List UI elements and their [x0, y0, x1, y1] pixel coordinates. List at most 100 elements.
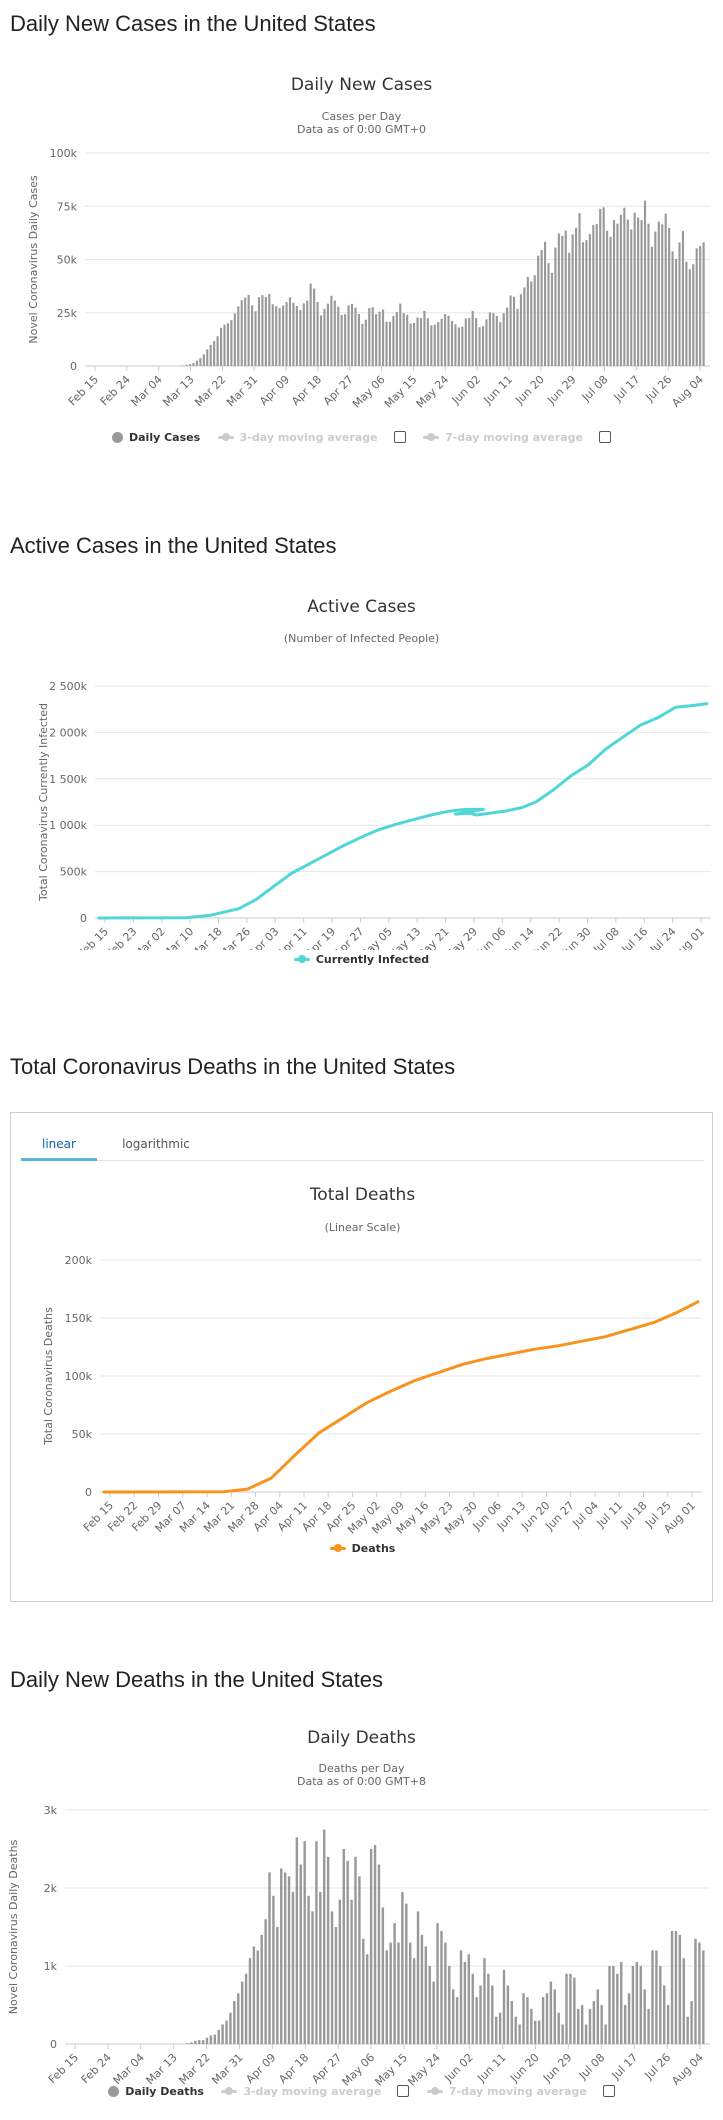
bar — [357, 314, 360, 366]
x-tick-label: Jul 24 — [647, 925, 679, 950]
y-axis-label: Novel Coronavirus Daily Deaths — [7, 1839, 20, 2014]
bar — [252, 1946, 256, 2044]
x-tick-label: Feb 15 — [76, 925, 111, 950]
bar — [459, 1950, 463, 2044]
bar — [213, 341, 216, 366]
bar — [596, 1989, 599, 2044]
bar — [510, 2001, 514, 2044]
bar — [584, 2024, 588, 2044]
bar — [483, 1958, 486, 2044]
checkbox-7day[interactable] — [602, 2085, 615, 2097]
x-tick-label: Jun 14 — [502, 925, 536, 950]
bar — [491, 1985, 494, 2044]
chart-title: Daily New Cases — [290, 75, 433, 95]
bar — [467, 1954, 471, 2044]
bar — [350, 303, 354, 366]
bar — [479, 1985, 482, 2044]
legend-daily-deaths[interactable]: Daily Deaths — [108, 2085, 204, 2098]
bar — [416, 1911, 420, 2044]
legend-line-icon — [426, 2086, 443, 2095]
legend-7day-ma[interactable]: 7-day moving average — [423, 431, 611, 444]
checkbox-7day[interactable] — [599, 431, 611, 443]
bar — [471, 1973, 474, 2044]
bar — [276, 1927, 279, 2044]
bar — [288, 297, 292, 366]
bar — [637, 217, 640, 366]
bar — [580, 2005, 584, 2044]
legend-daily-cases[interactable]: Daily Cases — [112, 431, 200, 444]
section-title: Daily New Cases in the United States — [10, 11, 376, 36]
checkbox-3day[interactable] — [397, 2085, 410, 2097]
bar — [323, 308, 326, 366]
legend-currently-infected[interactable]: Currently Infected — [293, 953, 429, 966]
total-deaths-chart: 0 50k 100k 150k 200k Total Coronavirus Deaths… — [42, 1254, 702, 1537]
bar — [553, 1989, 557, 2044]
bar — [306, 300, 309, 366]
bar — [271, 304, 274, 366]
bar — [692, 264, 695, 366]
bar — [541, 1997, 545, 2044]
bar — [659, 1966, 662, 2044]
bar — [185, 364, 188, 366]
chart-legend: Currently Infected — [0, 952, 723, 966]
legend-7day-ma[interactable]: 7-day moving average — [426, 2085, 615, 2098]
bar — [358, 1876, 361, 2044]
x-tick-label: May 24 — [414, 373, 452, 411]
bar — [280, 1868, 283, 2044]
chart-legend: Daily Deaths 3-day moving average 7-day … — [0, 2084, 723, 2098]
checkbox-3day[interactable] — [393, 431, 406, 443]
x-tick-label: Mar 04 — [111, 2051, 147, 2087]
active-cases-chart: 0 500k 1 000k 1 500k 2 000k 2 500k Total Coron… — [37, 680, 711, 950]
bar — [664, 213, 667, 366]
x-tick-label: Jun 02 — [449, 373, 483, 407]
bar — [623, 2005, 627, 2044]
bar — [419, 318, 423, 366]
bar — [695, 248, 698, 366]
legend-line-icon — [329, 1543, 346, 1552]
series-line — [97, 702, 709, 920]
bar — [319, 1891, 322, 2044]
bar — [213, 2034, 217, 2044]
y-tick-label: 1 000k — [49, 819, 87, 832]
chart-title: Active Cases — [307, 597, 416, 617]
bar — [464, 318, 467, 366]
daily-new-deaths-section: Daily New Deaths in the United States Da… — [0, 1660, 723, 2120]
bar — [612, 1966, 615, 2044]
bar — [190, 2042, 193, 2044]
bar — [226, 323, 230, 366]
chart-legend: Daily Cases 3-day moving average 7-day m… — [0, 430, 723, 444]
bar — [313, 288, 316, 366]
bar — [283, 1872, 287, 2044]
bar — [192, 362, 195, 366]
legend-3day-ma[interactable]: 3-day moving average — [221, 2085, 410, 2098]
x-tick-label: Aug 04 — [669, 2051, 706, 2088]
bar — [397, 1942, 400, 2044]
tab-linear[interactable]: linear — [21, 1131, 97, 1161]
x-tick-label: Jun 11 — [481, 373, 515, 407]
active-cases-section: Active Cases in the United States Active… — [0, 520, 723, 1040]
bar — [549, 1981, 553, 2044]
bar — [373, 1845, 377, 2044]
daily-new-deaths-chart: 0 1k 2k 3k Novel Coronavirus Daily Deaths Feb… — [7, 1804, 710, 2089]
bar — [643, 200, 647, 366]
bar — [197, 2040, 201, 2044]
legend-deaths[interactable]: Deaths — [329, 1542, 395, 1555]
bar — [412, 1958, 416, 2044]
chart-legend: Deaths — [1, 1541, 723, 1555]
tab-logarithmic[interactable]: logarithmic — [122, 1137, 190, 1151]
bar — [344, 314, 347, 366]
x-tick-label: Jul 17 — [609, 2051, 641, 2083]
legend-3day-ma[interactable]: 3-day moving average — [217, 431, 406, 444]
bar — [338, 1899, 342, 2044]
bar — [426, 318, 429, 366]
chart-subtitle-date: Data as of 0:00 GMT+8 — [297, 1775, 426, 1788]
bar — [223, 324, 226, 366]
bar — [526, 1997, 529, 2044]
bar — [514, 2016, 517, 2044]
x-tick-label: Jun 22 — [531, 925, 565, 950]
bar — [647, 223, 650, 366]
y-tick-label: 100k — [65, 1370, 93, 1383]
bar — [406, 314, 409, 366]
bar — [272, 1895, 275, 2044]
bar — [554, 247, 557, 366]
